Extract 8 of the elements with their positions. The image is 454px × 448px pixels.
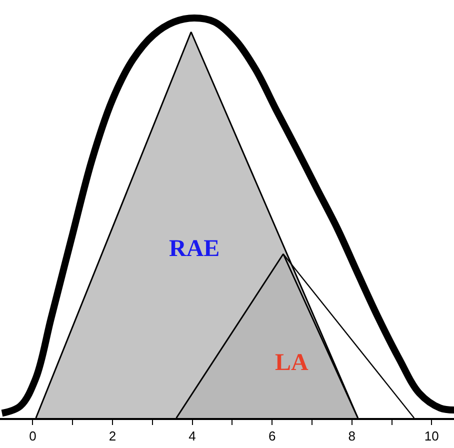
x-tick-label: 6 [268, 428, 276, 444]
x-tick-label: 8 [348, 428, 356, 444]
x-tick-label: 0 [29, 428, 36, 444]
x-tick-label: 2 [108, 428, 116, 444]
x-tick-label: 4 [188, 428, 196, 444]
x-tick-label: 10 [424, 428, 439, 444]
series-label: LA [275, 350, 310, 376]
series-label: RAE [169, 236, 220, 262]
